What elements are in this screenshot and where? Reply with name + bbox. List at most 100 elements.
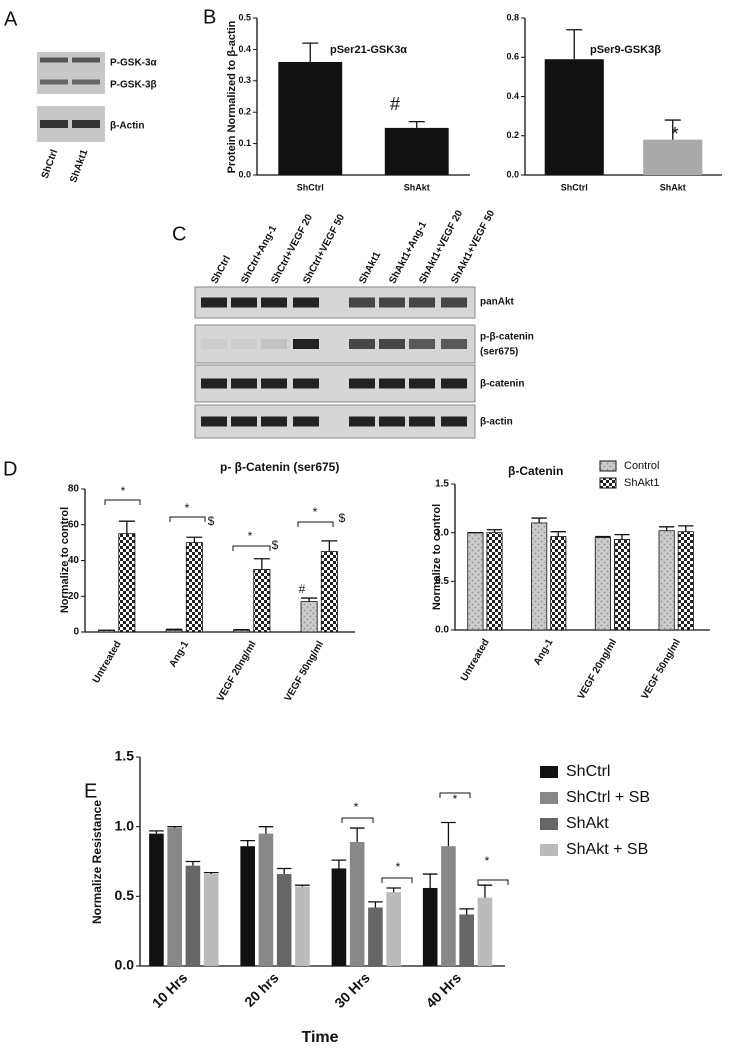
band: [261, 416, 287, 427]
annotation: $: [208, 514, 215, 528]
x-tick-label: ShCtrl: [297, 182, 324, 192]
band: [201, 297, 227, 308]
bracket: [439, 792, 471, 798]
error-bar: [566, 29, 583, 60]
bar: [295, 886, 310, 966]
annotation: *: [396, 860, 401, 874]
error-bar: [550, 531, 566, 537]
y-tick-label: 0.2: [238, 107, 251, 117]
annotation: *: [354, 800, 359, 814]
error-bar: [321, 540, 338, 552]
bracket: [169, 516, 206, 522]
lane-label: ShCtrl: [209, 254, 233, 286]
band: [293, 378, 319, 389]
annotation: *: [453, 792, 458, 806]
y-tick-label: 1.5: [115, 748, 135, 764]
band: [379, 297, 405, 308]
error-bar: [422, 873, 438, 888]
band: [201, 416, 227, 427]
band: [349, 297, 375, 308]
error-bar: [459, 908, 474, 915]
bar: [467, 532, 484, 631]
y-tick-label: 0.1: [238, 138, 251, 148]
y-tick-label: 60: [68, 519, 80, 530]
bar: [240, 846, 255, 966]
y-tick-label: 0.2: [506, 130, 519, 140]
error-bar: [614, 533, 630, 540]
band: [379, 378, 405, 389]
x-tick-label: 20 hrs: [241, 969, 282, 1010]
x-tick-label: ShAkt: [660, 182, 686, 192]
band: [441, 297, 467, 308]
error-bar: [664, 119, 681, 140]
chart-title: p- β-Catenin (ser675): [220, 460, 339, 474]
y-tick-label: 0.5: [115, 887, 135, 903]
band: [231, 339, 257, 349]
band: [40, 79, 68, 85]
error-bar: [595, 535, 611, 538]
y-tick-label: 20: [68, 591, 80, 602]
blot-label: panAkt: [480, 297, 515, 308]
legend-label: ShCtrl + SB: [566, 789, 650, 806]
bar: [185, 542, 203, 633]
legend-swatch: [540, 818, 558, 830]
bar: [550, 536, 567, 631]
bar: [658, 530, 675, 631]
annotation: *: [248, 529, 253, 543]
band: [441, 416, 467, 427]
band: [231, 297, 257, 308]
chart-title: pSer9-GSK3β: [590, 44, 661, 56]
annotation: *: [185, 501, 190, 515]
y-tick-label: 0.5: [435, 576, 449, 587]
x-tick-label: 40 Hrs: [423, 969, 465, 1011]
legend-swatch: [599, 477, 617, 489]
band: [379, 416, 405, 427]
x-tick-label: 10 Hrs: [149, 969, 191, 1011]
y-tick-label: 0.0: [115, 957, 135, 973]
band: [293, 416, 319, 427]
error-bar: [408, 120, 425, 128]
y-tick-label: 0.6: [506, 52, 519, 62]
band: [379, 339, 405, 349]
band: [261, 339, 287, 349]
legend-swatch: [540, 792, 558, 804]
bar: [477, 897, 493, 966]
band: [441, 339, 467, 349]
bar: [320, 551, 338, 633]
bar: [233, 629, 251, 633]
x-tick-label: ShCtrl: [561, 182, 588, 192]
error-bar: [386, 887, 401, 893]
annotation: #: [299, 582, 306, 596]
error-bar: [659, 526, 675, 531]
bar: [118, 533, 136, 633]
y-tick-label: 0.0: [238, 169, 251, 179]
blot-label: β-Actin: [110, 121, 144, 132]
bar: [368, 907, 383, 966]
blot-label: p-β-catenin: [480, 332, 534, 343]
panel-letter: A: [4, 8, 18, 30]
band: [349, 339, 375, 349]
blot-label: β-actin: [480, 417, 513, 428]
legend-label: ShAkt + SB: [566, 841, 648, 858]
legend-label: ShAkt1: [624, 477, 659, 489]
bar: [203, 874, 219, 966]
error-bar: [253, 558, 270, 570]
band: [409, 416, 435, 427]
band: [409, 339, 435, 349]
blot-label: β-catenin: [480, 379, 524, 390]
x-tick-label: VEGF 20ng/ml: [215, 639, 259, 703]
x-tick-label: Ang-1: [532, 637, 556, 667]
band: [72, 79, 100, 85]
bracket: [341, 817, 374, 823]
bar: [300, 601, 318, 633]
lane-label: ShCtrl: [40, 148, 61, 180]
x-tick-label: VEGF 20ng/ml: [576, 637, 620, 701]
error-bar: [349, 827, 365, 842]
band: [40, 57, 68, 63]
annotation: *: [671, 124, 678, 144]
annotation: $: [272, 538, 279, 552]
y-axis-label: Normalize to control: [59, 507, 71, 613]
band: [349, 416, 375, 427]
bar: [594, 537, 611, 631]
